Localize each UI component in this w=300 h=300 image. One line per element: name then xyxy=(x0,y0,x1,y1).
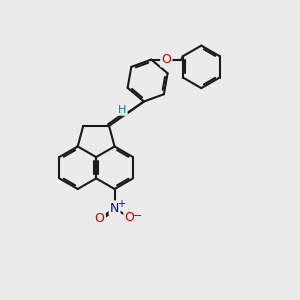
Text: N: N xyxy=(110,202,119,214)
Text: O: O xyxy=(124,211,134,224)
Text: O: O xyxy=(95,212,105,225)
Text: −: − xyxy=(133,212,142,221)
Text: H: H xyxy=(118,105,127,115)
Text: O: O xyxy=(161,53,171,66)
Text: +: + xyxy=(117,199,124,209)
